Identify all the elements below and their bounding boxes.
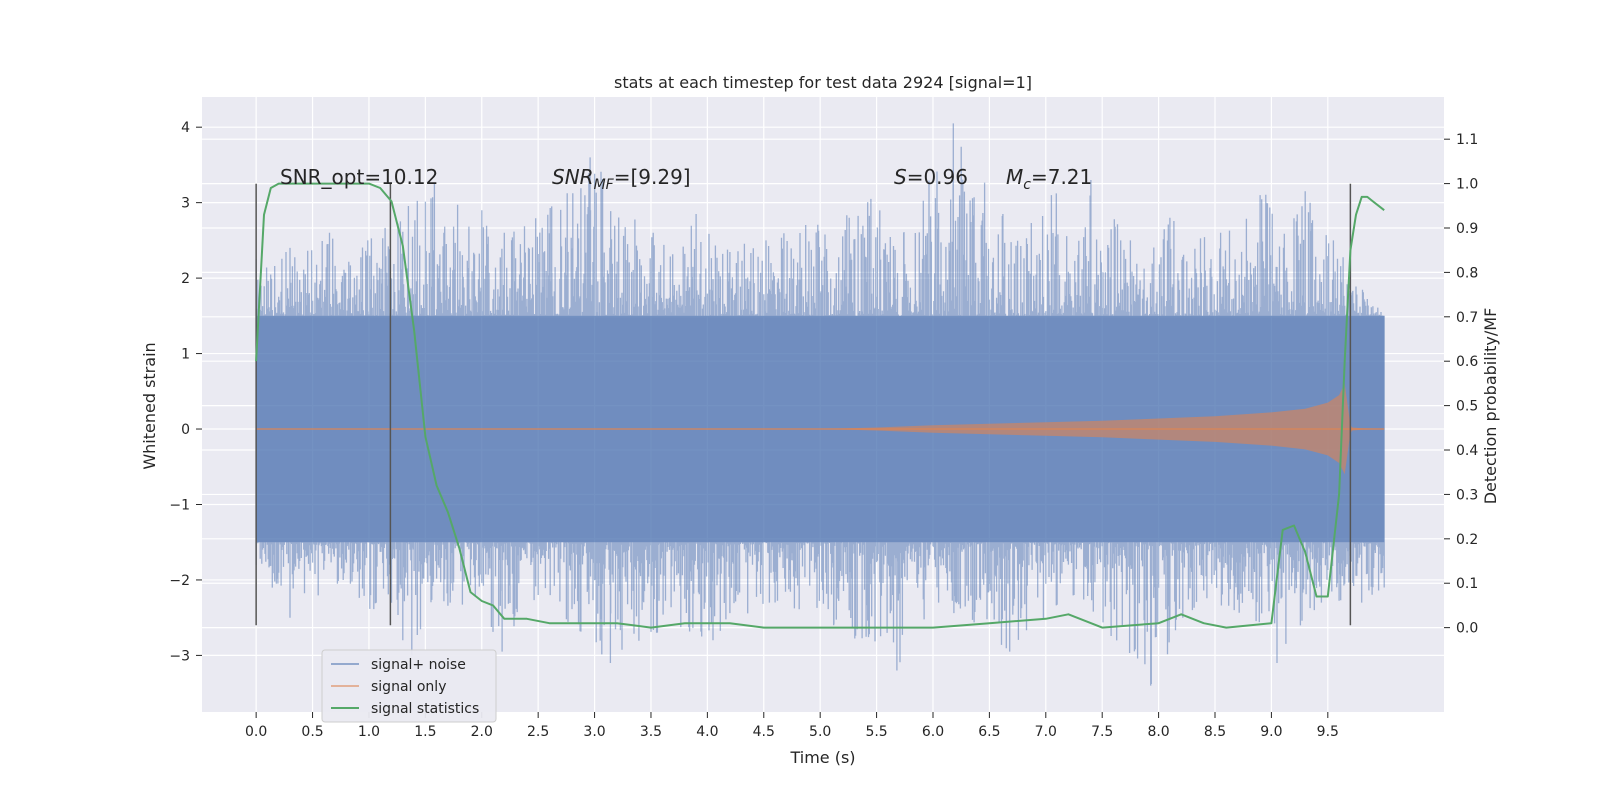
y2-axis-label: Detection probability/MF [1481, 308, 1500, 505]
x-tick-label: 1.5 [414, 724, 436, 740]
y2-tick-label: 1.0 [1456, 177, 1478, 193]
legend-label-signal-only: signal only [371, 679, 446, 695]
snr-mf-subscript: MF [594, 177, 615, 193]
x-tick-label: 8.0 [1147, 724, 1169, 740]
annotation-mc: Mc=7.21 [1006, 165, 1092, 193]
x-tick-label: 5.0 [809, 724, 831, 740]
x-axis-ticks: 0.0 0.5 1.0 1.5 2.0 2.5 3.0 3.5 4.0 4.5 5.0 5.5 6.0 6… [245, 712, 1339, 740]
statistics-series-layer [255, 182, 1385, 629]
annotation-snr-mf: SNRMF=[9.29] [552, 165, 691, 193]
x-tick-label: 1.0 [358, 724, 380, 740]
mc-subscript: c [1023, 177, 1031, 193]
x-tick-label: 0.0 [245, 724, 267, 740]
y-tick-label: 1 [181, 347, 190, 363]
x-tick-label: 4.5 [753, 724, 775, 740]
y-tick-label: −3 [169, 648, 190, 664]
y2-tick-label: 0.7 [1456, 310, 1478, 326]
y2-tick-label: 0.9 [1456, 221, 1478, 237]
x-tick-label: 4.0 [696, 724, 718, 740]
x-tick-label: 9.5 [1317, 724, 1339, 740]
x-tick-label: 3.0 [583, 724, 605, 740]
x-tick-label: 9.0 [1260, 724, 1282, 740]
y-tick-label: 0 [181, 422, 190, 438]
x-tick-label: 6.0 [922, 724, 944, 740]
x-tick-label: 2.5 [527, 724, 549, 740]
x-tick-label: 0.5 [301, 724, 323, 740]
x-axis-label: Time (s) [789, 748, 855, 767]
y-tick-label: −1 [169, 497, 190, 513]
annotation-snr-opt: SNR_opt=10.12 [280, 165, 438, 189]
x-tick-label: 8.5 [1204, 724, 1226, 740]
y-tick-label: 4 [181, 120, 190, 136]
legend: signal+ noise signal only signal statist… [321, 649, 497, 723]
legend-box [321, 649, 497, 723]
y2-axis-ticks: 1.1 1.0 0.9 0.8 0.7 0.6 0.5 0.4 0.3 0.2 0.1 0.0 [1444, 132, 1478, 637]
y2-tick-label: 0.2 [1456, 532, 1478, 548]
x-tick-label: 7.5 [1091, 724, 1113, 740]
y2-tick-label: 0.3 [1456, 487, 1478, 503]
y2-tick-label: 0.4 [1456, 443, 1478, 459]
statistics-line [255, 182, 1385, 629]
s-symbol: S [894, 165, 907, 189]
legend-label-signal-statistics: signal statistics [371, 701, 479, 717]
y2-tick-label: 0.0 [1456, 621, 1478, 637]
x-tick-label: 2.0 [471, 724, 493, 740]
y2-tick-label: 0.5 [1456, 399, 1478, 415]
y2-tick-label: 0.8 [1456, 265, 1478, 281]
y-axis-ticks: 4 3 2 1 0 −1 −2 −3 [169, 120, 202, 664]
mc-value: =7.21 [1031, 165, 1092, 189]
mc-symbol: M [1006, 165, 1023, 189]
y2-tick-label: 1.1 [1456, 132, 1478, 148]
y2-tick-label: 0.1 [1456, 576, 1478, 592]
annotation-s: S=0.96 [894, 165, 968, 189]
y-tick-label: 2 [181, 271, 190, 287]
y-tick-label: −2 [169, 573, 190, 589]
x-tick-label: 7.0 [1035, 724, 1057, 740]
x-tick-label: 5.5 [865, 724, 887, 740]
x-tick-label: 6.5 [978, 724, 1000, 740]
s-value: =0.96 [907, 165, 968, 189]
y-tick-label: 3 [181, 196, 190, 212]
snr-mf-value: =[9.29] [614, 165, 691, 189]
y-axis-label: Whitened strain [140, 342, 159, 469]
signal-series-layer [256, 383, 1385, 475]
snr-mf-symbol: SNR [552, 165, 594, 189]
chart-title: stats at each timestep for test data 292… [614, 73, 1032, 92]
y2-tick-label: 0.6 [1456, 354, 1478, 370]
legend-label-signal-noise: signal+ noise [371, 657, 466, 673]
x-tick-label: 3.5 [640, 724, 662, 740]
